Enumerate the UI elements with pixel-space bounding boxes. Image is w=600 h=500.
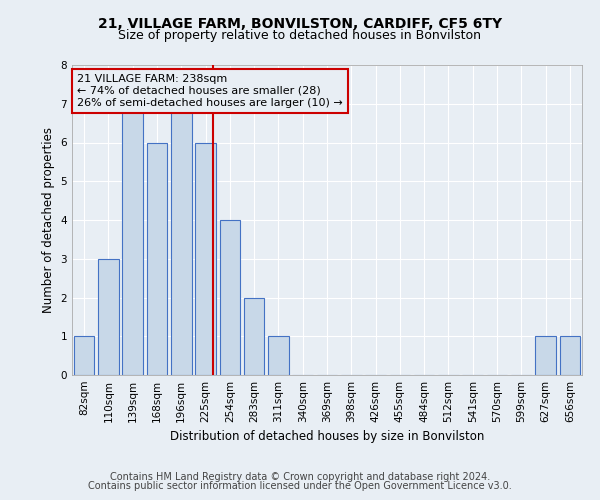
Bar	[560, 336, 580, 375]
Bar	[171, 104, 191, 375]
Y-axis label: Number of detached properties: Number of detached properties	[42, 127, 55, 313]
Bar	[122, 104, 143, 375]
X-axis label: Distribution of detached houses by size in Bonvilston: Distribution of detached houses by size …	[170, 430, 484, 444]
Text: 21, VILLAGE FARM, BONVILSTON, CARDIFF, CF5 6TY: 21, VILLAGE FARM, BONVILSTON, CARDIFF, C…	[98, 18, 502, 32]
Bar	[535, 336, 556, 375]
Text: 21 VILLAGE FARM: 238sqm
← 74% of detached houses are smaller (28)
26% of semi-de: 21 VILLAGE FARM: 238sqm ← 74% of detache…	[77, 74, 343, 108]
Bar	[195, 142, 216, 375]
Bar	[146, 142, 167, 375]
Bar	[74, 336, 94, 375]
Bar	[220, 220, 240, 375]
Text: Contains public sector information licensed under the Open Government Licence v3: Contains public sector information licen…	[88, 481, 512, 491]
Bar	[244, 298, 265, 375]
Bar	[98, 259, 119, 375]
Bar	[268, 336, 289, 375]
Text: Contains HM Land Registry data © Crown copyright and database right 2024.: Contains HM Land Registry data © Crown c…	[110, 472, 490, 482]
Text: Size of property relative to detached houses in Bonvilston: Size of property relative to detached ho…	[119, 29, 482, 42]
